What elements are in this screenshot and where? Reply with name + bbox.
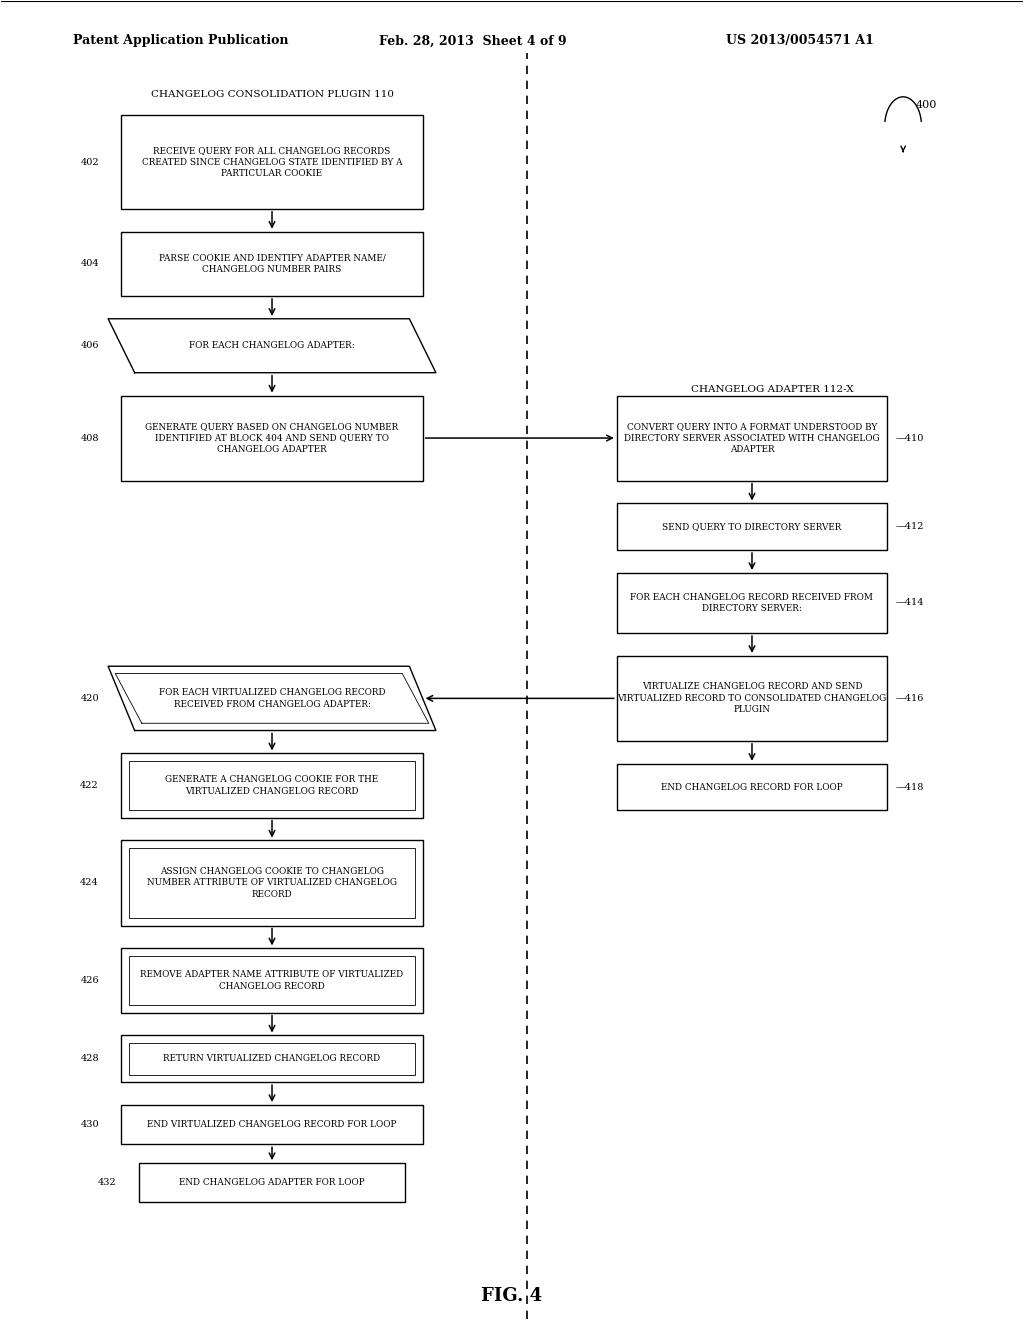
Text: 430: 430 xyxy=(80,1121,99,1129)
Bar xyxy=(616,764,888,810)
Text: 428: 428 xyxy=(80,1055,99,1064)
Text: VIRTUALIZE CHANGELOG RECORD AND SEND
VIRTUALIZED RECORD TO CONSOLIDATED CHANGELO: VIRTUALIZE CHANGELOG RECORD AND SEND VIR… xyxy=(617,682,887,714)
Text: GENERATE QUERY BASED ON CHANGELOG NUMBER
IDENTIFIED AT BLOCK 404 AND SEND QUERY : GENERATE QUERY BASED ON CHANGELOG NUMBER… xyxy=(145,422,398,454)
Text: ASSIGN CHANGELOG COOKIE TO CHANGELOG
NUMBER ATTRIBUTE OF VIRTUALIZED CHANGELOG
R: ASSIGN CHANGELOG COOKIE TO CHANGELOG NUM… xyxy=(147,867,397,899)
Text: FIG. 4: FIG. 4 xyxy=(481,1287,543,1305)
Bar xyxy=(122,115,423,209)
Bar xyxy=(616,503,888,550)
Text: PARSE COOKIE AND IDENTIFY ADAPTER NAME/
CHANGELOG NUMBER PAIRS: PARSE COOKIE AND IDENTIFY ADAPTER NAME/ … xyxy=(159,253,385,275)
Bar xyxy=(139,1163,404,1203)
Bar xyxy=(122,396,423,480)
Text: FOR EACH VIRTUALIZED CHANGELOG RECORD
RECEIVED FROM CHANGELOG ADAPTER:: FOR EACH VIRTUALIZED CHANGELOG RECORD RE… xyxy=(159,688,385,709)
Text: CHANGELOG ADAPTER 112-X: CHANGELOG ADAPTER 112-X xyxy=(691,385,854,395)
Text: 404: 404 xyxy=(80,259,99,268)
Bar xyxy=(129,847,416,919)
Text: 426: 426 xyxy=(80,975,99,985)
Text: END VIRTUALIZED CHANGELOG RECORD FOR LOOP: END VIRTUALIZED CHANGELOG RECORD FOR LOO… xyxy=(147,1121,396,1129)
Text: Patent Application Publication: Patent Application Publication xyxy=(73,34,289,48)
Text: 420: 420 xyxy=(80,694,99,702)
Text: CHANGELOG CONSOLIDATION PLUGIN 110: CHANGELOG CONSOLIDATION PLUGIN 110 xyxy=(151,90,393,99)
Bar xyxy=(129,1043,416,1074)
Text: 424: 424 xyxy=(80,879,99,887)
Text: 402: 402 xyxy=(80,157,99,166)
Bar xyxy=(122,948,423,1012)
Text: 400: 400 xyxy=(915,100,937,110)
Text: —414: —414 xyxy=(895,598,924,607)
Text: END CHANGELOG RECORD FOR LOOP: END CHANGELOG RECORD FOR LOOP xyxy=(662,783,843,792)
Text: —410: —410 xyxy=(895,433,924,442)
Text: FOR EACH CHANGELOG ADAPTER:: FOR EACH CHANGELOG ADAPTER: xyxy=(189,342,355,350)
Bar xyxy=(616,573,888,634)
Text: SEND QUERY TO DIRECTORY SERVER: SEND QUERY TO DIRECTORY SERVER xyxy=(663,523,842,531)
Text: 432: 432 xyxy=(98,1179,117,1187)
Bar xyxy=(122,1035,423,1082)
Text: —412: —412 xyxy=(895,523,924,531)
Text: GENERATE A CHANGELOG COOKIE FOR THE
VIRTUALIZED CHANGELOG RECORD: GENERATE A CHANGELOG COOKIE FOR THE VIRT… xyxy=(166,775,379,796)
Text: US 2013/0054571 A1: US 2013/0054571 A1 xyxy=(726,34,874,48)
Text: 422: 422 xyxy=(80,781,99,789)
Text: REMOVE ADAPTER NAME ATTRIBUTE OF VIRTUALIZED
CHANGELOG RECORD: REMOVE ADAPTER NAME ATTRIBUTE OF VIRTUAL… xyxy=(140,970,403,991)
Text: 406: 406 xyxy=(81,342,99,350)
Text: FOR EACH CHANGELOG RECORD RECEIVED FROM
DIRECTORY SERVER:: FOR EACH CHANGELOG RECORD RECEIVED FROM … xyxy=(631,593,873,614)
Text: RECEIVE QUERY FOR ALL CHANGELOG RECORDS
CREATED SINCE CHANGELOG STATE IDENTIFIED: RECEIVE QUERY FOR ALL CHANGELOG RECORDS … xyxy=(141,147,402,178)
Bar xyxy=(122,1105,423,1144)
Text: END CHANGELOG ADAPTER FOR LOOP: END CHANGELOG ADAPTER FOR LOOP xyxy=(179,1179,365,1187)
Text: —418: —418 xyxy=(895,783,924,792)
Text: —416: —416 xyxy=(895,694,924,702)
Bar xyxy=(616,396,888,480)
Bar xyxy=(122,841,423,925)
Bar xyxy=(129,760,416,810)
Bar xyxy=(122,231,423,296)
Bar xyxy=(122,754,423,817)
Text: RETURN VIRTUALIZED CHANGELOG RECORD: RETURN VIRTUALIZED CHANGELOG RECORD xyxy=(164,1055,381,1064)
Text: Feb. 28, 2013  Sheet 4 of 9: Feb. 28, 2013 Sheet 4 of 9 xyxy=(379,34,567,48)
Text: 408: 408 xyxy=(81,433,99,442)
Text: CONVERT QUERY INTO A FORMAT UNDERSTOOD BY
DIRECTORY SERVER ASSOCIATED WITH CHANG: CONVERT QUERY INTO A FORMAT UNDERSTOOD B… xyxy=(625,422,880,454)
Bar xyxy=(616,656,888,741)
Bar xyxy=(129,956,416,1006)
